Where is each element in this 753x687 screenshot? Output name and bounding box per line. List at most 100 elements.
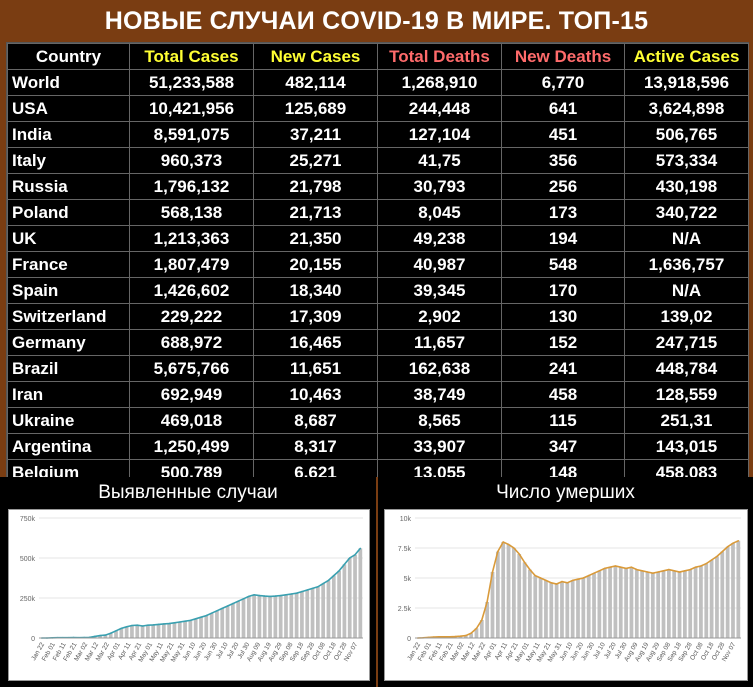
deaths-bar <box>656 572 661 638</box>
deaths-point <box>443 636 446 638</box>
deaths-bar <box>683 570 687 638</box>
value-cell: 13,918,596 <box>624 69 749 96</box>
deaths-bar <box>677 572 682 638</box>
deaths-point <box>619 566 622 568</box>
cases-bar <box>231 603 235 638</box>
cases-bar <box>246 596 251 638</box>
deaths-bar <box>624 568 628 638</box>
deaths-point <box>603 567 606 570</box>
cases-point <box>343 563 346 566</box>
cases-bar <box>310 588 315 638</box>
value-cell: 458 <box>501 381 625 408</box>
deaths-point <box>630 566 633 568</box>
deaths-point <box>614 565 617 567</box>
deaths-point <box>598 570 601 572</box>
cases-bar <box>321 583 326 638</box>
deaths-bar <box>725 546 730 638</box>
cases-point <box>226 605 229 607</box>
deaths-point <box>726 546 729 548</box>
cases-bar <box>268 596 272 638</box>
table-row: World 51,233,588 482,114 1,268,910 6,770 13,9… <box>7 69 749 96</box>
value-cell: 143,015 <box>624 433 749 460</box>
table-row: Germany 688,972 16,465 11,657 152 247,715 <box>7 329 749 356</box>
value-cell: 21,798 <box>253 173 378 200</box>
cases-point <box>359 547 362 550</box>
deaths-bar <box>544 580 548 638</box>
table-row: France 1,807,479 20,155 40,987 548 1,636,757 <box>7 251 749 278</box>
deaths-bar <box>688 569 693 638</box>
deaths-bar <box>463 635 468 638</box>
cases-point <box>131 624 133 627</box>
deaths-point <box>678 571 681 573</box>
value-cell: 251,31 <box>624 407 749 434</box>
deaths-point <box>652 572 654 574</box>
deaths-point <box>587 574 590 577</box>
value-cell: 127,104 <box>377 121 502 148</box>
cases-bar <box>331 575 336 638</box>
cases-point <box>274 595 277 597</box>
deaths-bar <box>661 570 666 638</box>
cases-bar <box>146 625 150 638</box>
cases-point <box>163 623 165 625</box>
header-active-cases: Active Cases <box>624 43 749 70</box>
cases-bar <box>167 623 171 638</box>
value-cell: 1,807,479 <box>129 251 254 278</box>
country-cell: Italy <box>7 147 130 174</box>
value-cell: 152 <box>501 329 625 356</box>
deaths-bar <box>720 551 725 638</box>
deaths-point <box>582 577 585 579</box>
deaths-point <box>689 568 692 571</box>
value-cell: 21,350 <box>253 225 378 252</box>
deaths-point <box>684 570 686 572</box>
cases-point <box>194 618 197 620</box>
cases-bar <box>353 554 357 638</box>
deaths-point <box>737 540 740 542</box>
cases-bar <box>305 590 310 638</box>
cases-chart: 750k 500k 250k 0 Jan 22 Feb 01 Feb 11 Feb 21 Mar… <box>8 509 370 681</box>
deaths-bar <box>549 582 554 638</box>
table-header-row: Country Total Cases New Cases Total Deaths N… <box>7 43 749 70</box>
value-cell: 1,636,757 <box>624 251 749 278</box>
deaths-bar <box>608 567 612 638</box>
deaths-point <box>481 619 483 621</box>
value-cell: 347 <box>501 433 625 460</box>
deaths-point <box>694 566 697 568</box>
deaths-point <box>673 570 675 572</box>
cases-bar <box>188 620 193 638</box>
value-cell: 641 <box>501 95 625 122</box>
country-cell: France <box>7 251 130 278</box>
value-cell: 37,211 <box>253 121 378 148</box>
deaths-point <box>464 634 467 637</box>
value-cell: 5,675,766 <box>129 355 254 382</box>
cases-point <box>136 624 139 626</box>
cases-point <box>120 627 123 630</box>
cases-point <box>301 590 303 593</box>
deaths-bar <box>458 636 463 638</box>
deaths-bar <box>650 573 655 638</box>
deaths-bar <box>715 556 719 638</box>
deaths-bar <box>511 548 516 638</box>
cases-bar <box>209 613 214 638</box>
cases-bar <box>241 598 246 638</box>
table-row: Argentina 1,250,499 8,317 33,907 347 143,015 <box>7 433 749 460</box>
cases-bar <box>103 635 108 638</box>
cases-ytick-label: 500k <box>20 556 36 563</box>
deaths-bar <box>634 569 639 638</box>
deaths-bar <box>613 566 618 638</box>
deaths-bar <box>469 633 473 638</box>
cases-point <box>285 594 287 596</box>
cases-bar <box>119 628 124 638</box>
value-cell: 162,638 <box>377 355 502 382</box>
table-row: Italy 960,373 25,271 41,75 356 573,334 <box>7 147 749 174</box>
deaths-bar <box>592 573 596 638</box>
deaths-point <box>555 583 558 585</box>
deaths-ytick-label: 7.5k <box>398 546 412 553</box>
country-cell: Russia <box>7 173 130 200</box>
value-cell: 448,784 <box>624 355 749 382</box>
value-cell: 430,198 <box>624 173 749 200</box>
deaths-point <box>566 582 569 584</box>
value-cell: 20,155 <box>253 251 378 278</box>
cases-chart-title: Выявленные случаи <box>98 482 278 503</box>
cases-point <box>93 635 96 638</box>
